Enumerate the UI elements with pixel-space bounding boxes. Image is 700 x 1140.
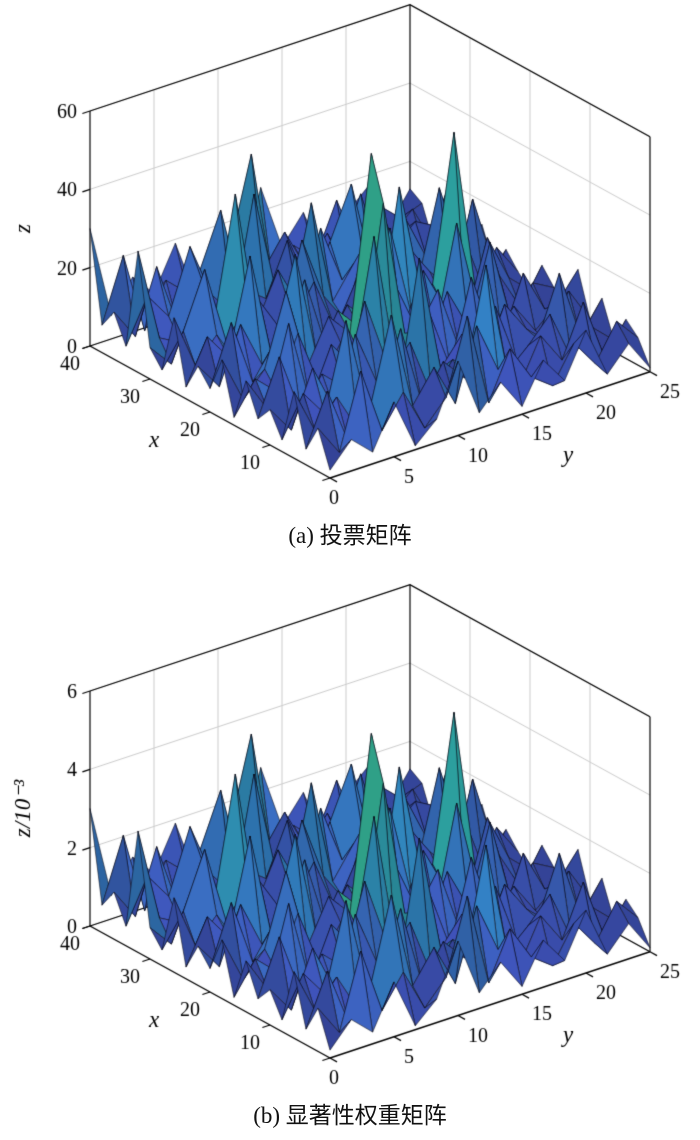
panel-gap	[0, 560, 700, 580]
chart-b: (b) 显著性权重矩阵	[0, 580, 700, 1140]
chart-a: (a) 投票矩阵	[0, 0, 700, 560]
chart-b-caption: (b) 显著性权重矩阵	[253, 1103, 447, 1128]
chart-a-caption: (a) 投票矩阵	[288, 523, 412, 548]
surface-plot-b-canvas	[0, 580, 700, 1095]
surface-plot-a-canvas	[0, 0, 700, 515]
